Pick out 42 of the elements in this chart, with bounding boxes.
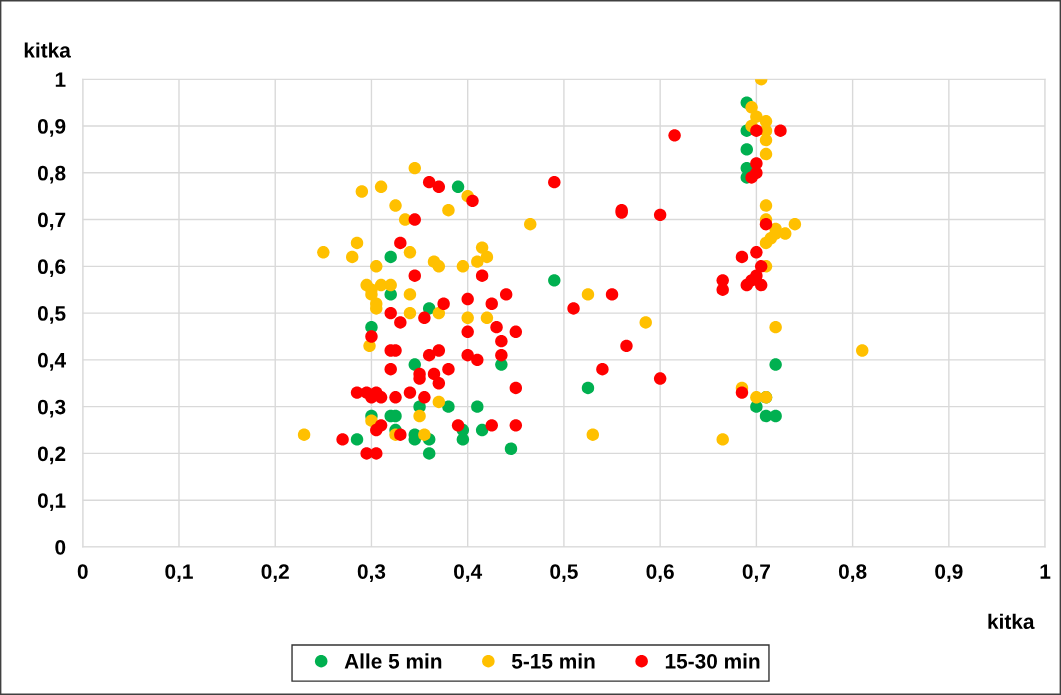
x-tick-label: 0 (77, 564, 88, 579)
x-tick-label: 0,1 (165, 564, 193, 582)
x-tick-label: 0,6 (646, 564, 674, 582)
y-tick-label: 1 (55, 72, 66, 87)
point (581, 381, 595, 395)
x-tick-label: 0,9 (935, 564, 963, 582)
y-tick-label: 0,1 (37, 493, 66, 511)
x-tick-label: 0,2 (261, 564, 289, 582)
y-tick-label: 0,2 (37, 446, 66, 465)
point (769, 358, 782, 371)
x-tick-label: 0,5 (550, 564, 578, 582)
x-tick-label: 0,4 (454, 564, 483, 582)
point (408, 358, 421, 371)
legend-label: Alle 5 min (344, 653, 442, 669)
point (769, 409, 782, 423)
x-tick-label: 1 (1040, 564, 1051, 579)
point (456, 433, 470, 446)
point (471, 400, 484, 413)
legend-label: 5-15 min (511, 653, 595, 669)
x-tick-label: 0,7 (742, 564, 770, 582)
point (422, 447, 436, 460)
x-tick-label: 0,3 (357, 564, 386, 582)
y-tick-label: 0,6 (37, 259, 66, 278)
point (548, 274, 561, 287)
point (350, 433, 364, 446)
legend-label: 15-30 min (665, 653, 760, 669)
y-axis-title: kitka (24, 42, 71, 58)
y-tick-label: 0,5 (37, 306, 66, 324)
point (384, 250, 397, 264)
point (442, 400, 455, 413)
x-axis-title: kitka (988, 613, 1035, 630)
y-tick-label: 0,3 (37, 399, 66, 418)
y-tick-label: 0,8 (37, 165, 66, 184)
point (451, 180, 465, 194)
point (504, 442, 518, 455)
y-tick-label: 0 (55, 539, 66, 555)
point (740, 143, 753, 156)
y-tick-label: 0,7 (37, 212, 66, 231)
x-tick-label: 0,8 (838, 564, 867, 582)
y-tick-label: 0,9 (37, 119, 66, 137)
y-tick-label: 0,4 (37, 352, 66, 371)
point (475, 423, 489, 437)
